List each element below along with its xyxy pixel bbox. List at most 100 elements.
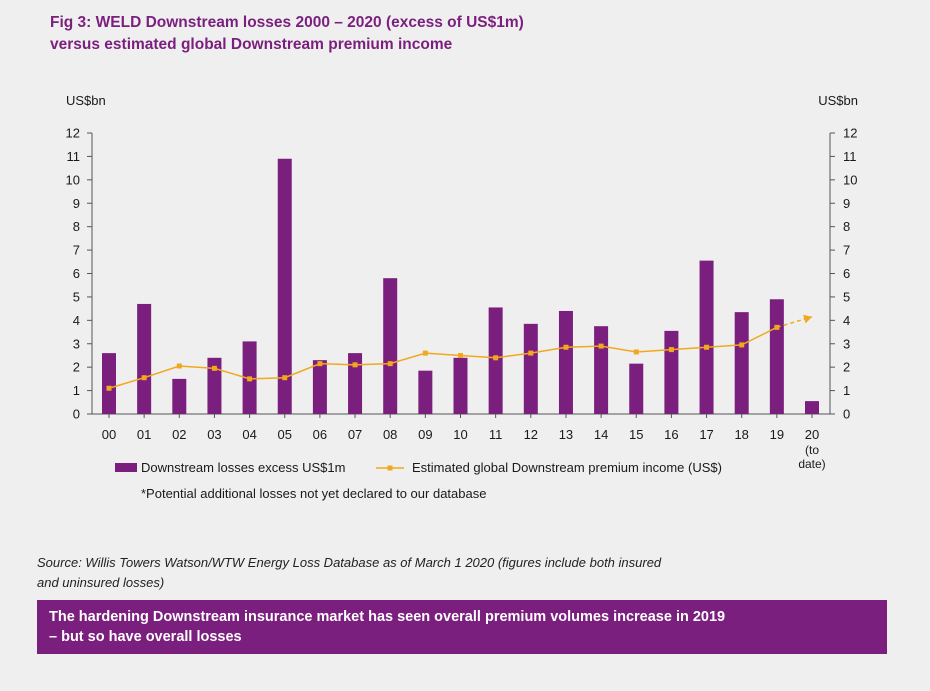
- premium-point: [493, 355, 499, 361]
- x-tick-label: 10: [453, 427, 467, 442]
- premium-point: [317, 361, 323, 367]
- bar: [348, 353, 363, 414]
- bar: [312, 360, 327, 414]
- x-tick-label: 18: [734, 427, 748, 442]
- right-y-tick-label: 1: [843, 383, 850, 398]
- premium-point: [106, 385, 112, 391]
- left-y-tick-label: 10: [66, 172, 80, 187]
- premium-line-arrowhead: [803, 314, 812, 324]
- legend-bar-label: Downstream losses excess US$1m: [141, 460, 345, 475]
- callout-line-2: – but so have overall losses: [49, 629, 242, 645]
- premium-point: [633, 349, 639, 355]
- legend-line-label: Estimated global Downstream premium inco…: [412, 460, 722, 475]
- x-tick-note: date): [798, 457, 825, 471]
- left-y-tick-label: 3: [73, 336, 80, 351]
- bar: [734, 312, 749, 414]
- legend-line-marker: [387, 465, 393, 471]
- right-y-tick-label: 5: [843, 289, 850, 304]
- chart-title-line-1: Fig 3: WELD Downstream losses 2000 – 202…: [50, 14, 524, 31]
- right-y-tick-label: 2: [843, 360, 850, 375]
- premium-point: [387, 361, 393, 367]
- right-y-tick-label: 12: [843, 126, 857, 141]
- x-tick-label: 08: [383, 427, 397, 442]
- bar: [699, 260, 714, 414]
- bar: [102, 353, 116, 414]
- x-tick-label: 01: [137, 427, 151, 442]
- bar: [523, 323, 538, 414]
- chart-footnote: *Potential additional losses not yet dec…: [141, 486, 486, 501]
- premium-point: [352, 362, 358, 368]
- premium-point: [458, 352, 463, 358]
- x-tick-label: 20: [805, 427, 819, 442]
- x-tick-label: 19: [770, 427, 784, 442]
- premium-point: [774, 324, 780, 330]
- right-y-tick-label: 7: [843, 243, 850, 258]
- premium-point: [598, 343, 604, 349]
- right-axis-label: US$bn: [818, 93, 858, 108]
- x-tick-label: 14: [594, 427, 608, 442]
- premium-point: [176, 363, 182, 369]
- source-note: Source: Willis Towers Watson/WTW Energy …: [37, 553, 757, 593]
- x-tick-label: 11: [489, 427, 503, 442]
- x-tick-label: 07: [348, 427, 362, 442]
- x-tick-label: 09: [418, 427, 432, 442]
- right-y-tick-label: 0: [843, 407, 850, 422]
- bar: [664, 330, 679, 414]
- callout-line-1: The hardening Downstream insurance marke…: [49, 609, 726, 625]
- legend: Downstream losses excess US$1m Estimated…: [115, 460, 722, 501]
- x-tick-label: 04: [242, 427, 256, 442]
- x-tick-label: 16: [664, 427, 678, 442]
- bar: [769, 299, 784, 414]
- premium-point: [141, 375, 147, 381]
- x-tick-label: 02: [172, 427, 186, 442]
- premium-point: [247, 376, 253, 382]
- premium-point: [211, 365, 217, 371]
- bar: [172, 378, 187, 414]
- bar: [805, 401, 819, 414]
- right-y-tick-label: 11: [843, 149, 857, 164]
- left-y-tick-label: 9: [73, 196, 80, 211]
- bar: [629, 363, 644, 414]
- premium-point: [528, 350, 534, 356]
- premium-point: [704, 344, 710, 350]
- bar-series: [102, 158, 819, 414]
- right-y-tick-label: 3: [843, 336, 850, 351]
- premium-point: [668, 347, 674, 353]
- left-y-tick-label: 2: [73, 360, 80, 375]
- right-y-tick-label: 10: [843, 172, 857, 187]
- left-y-tick-label: 4: [73, 313, 80, 328]
- x-tick-label: 00: [102, 427, 116, 442]
- chart-title-line-2: versus estimated global Downstream premi…: [50, 36, 453, 53]
- premium-line: [108, 326, 778, 389]
- left-y-tick-label: 8: [73, 219, 80, 234]
- right-y-tick-label: 4: [843, 313, 850, 328]
- chart-title: Fig 3: WELD Downstream losses 2000 – 202…: [50, 12, 524, 56]
- bar: [207, 357, 222, 414]
- left-y-tick-label: 11: [67, 149, 81, 164]
- bar: [488, 307, 503, 414]
- x-tick-label: 06: [313, 427, 327, 442]
- left-y-tick-label: 12: [66, 126, 80, 141]
- x-tick-label: 12: [524, 427, 538, 442]
- premium-point: [563, 344, 569, 350]
- bar: [558, 310, 573, 414]
- left-y-tick-label: 6: [73, 266, 80, 281]
- x-tick-label: 03: [207, 427, 221, 442]
- left-y-tick-label: 0: [73, 407, 80, 422]
- right-y-tick-label: 9: [843, 196, 850, 211]
- source-line-1: Source: Willis Towers Watson/WTW Energy …: [37, 555, 662, 570]
- bar: [594, 326, 609, 414]
- x-tick-labels: 00 01 02 03 04 05 06 07 08 09 10 11 12 13 14 15 16 17 18 19…: [102, 414, 826, 471]
- premium-point: [739, 342, 745, 348]
- source-line-2: and uninsured losses): [37, 575, 165, 590]
- line-series: [106, 314, 813, 391]
- right-y-tick-label: 8: [843, 219, 850, 234]
- premium-point: [422, 350, 428, 356]
- bar: [418, 370, 433, 414]
- premium-point: [282, 375, 288, 381]
- bar: [383, 278, 398, 414]
- x-tick-note: (to: [805, 443, 819, 457]
- x-tick-label: 17: [699, 427, 713, 442]
- right-y-tick-label: 6: [843, 266, 850, 281]
